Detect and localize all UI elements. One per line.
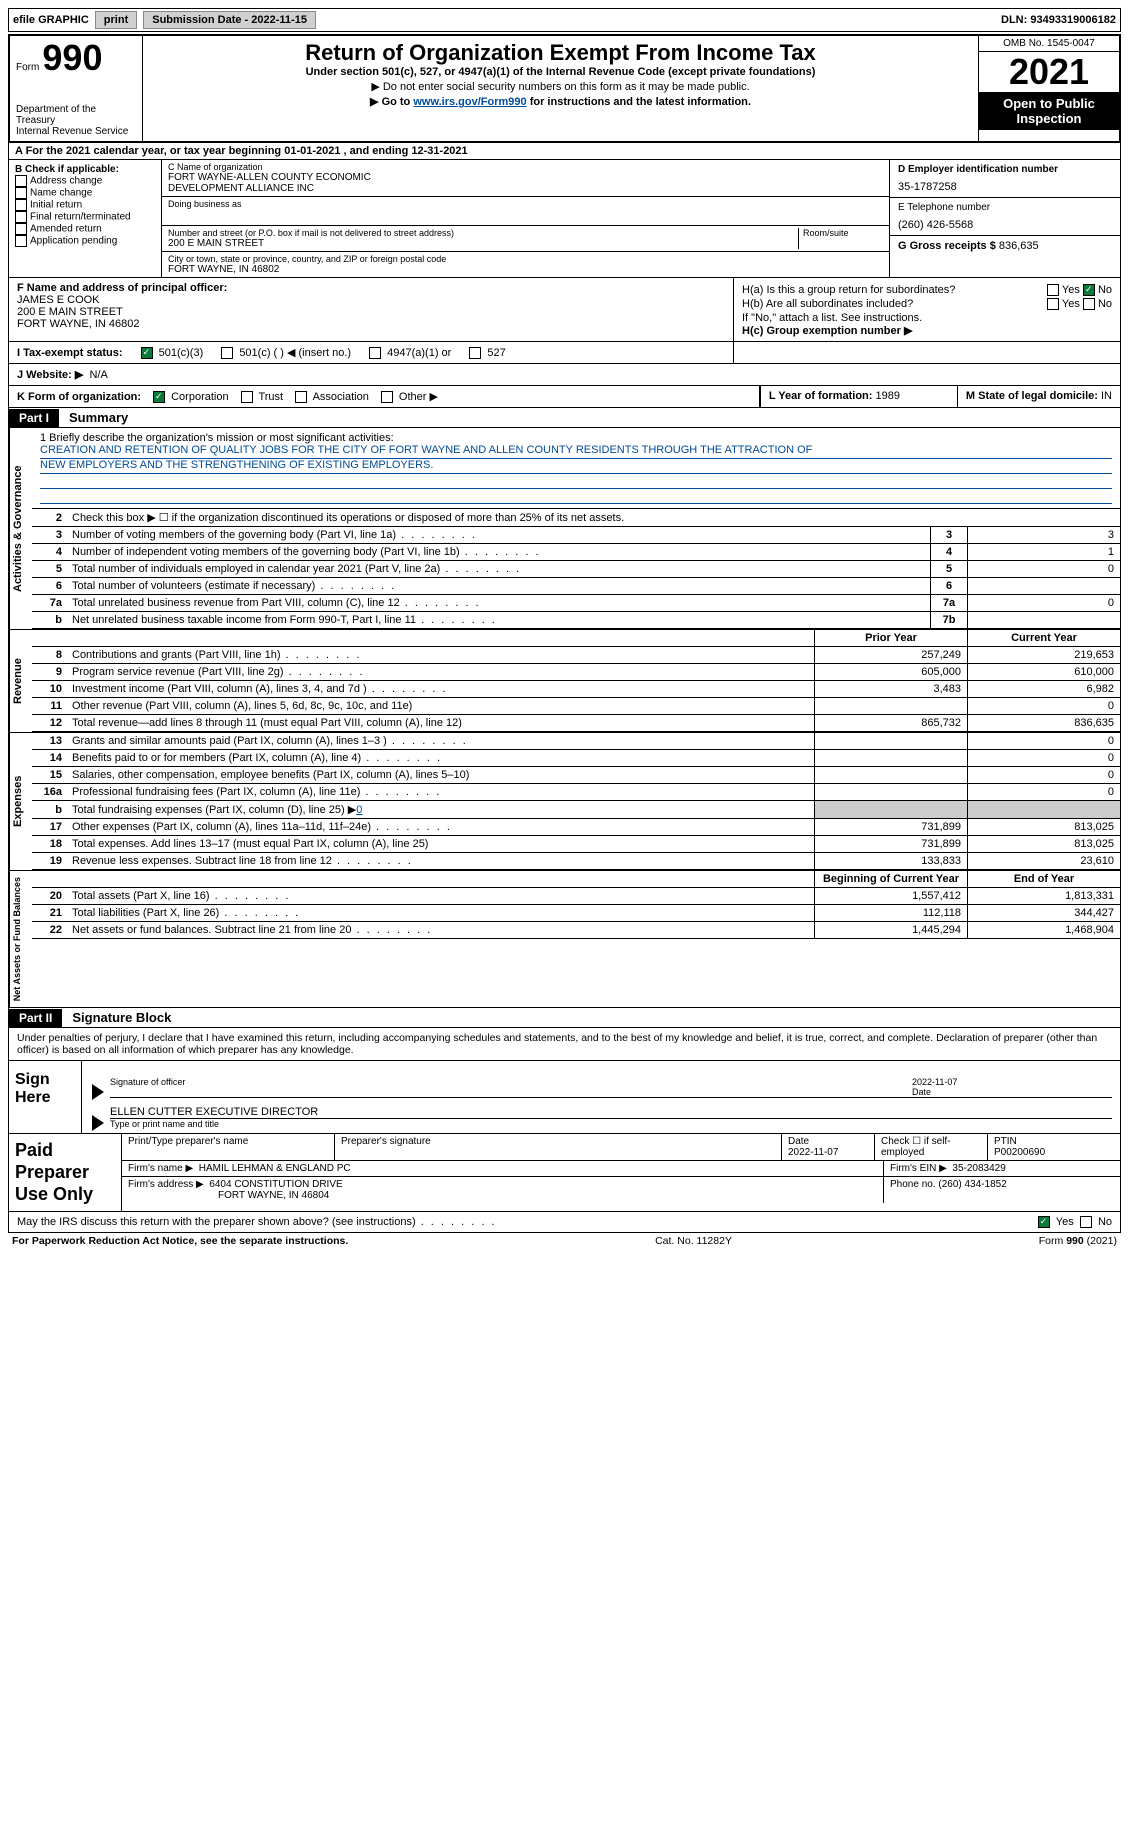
chk-other[interactable] xyxy=(381,391,393,403)
chk-527[interactable] xyxy=(469,347,481,359)
instructions-line: ▶ Go to www.irs.gov/Form990 for instruct… xyxy=(151,95,970,108)
discuss-row: May the IRS discuss this return with the… xyxy=(8,1212,1121,1233)
revenue-section: Revenue Prior YearCurrent Year 8Contribu… xyxy=(8,630,1121,733)
chk-4947[interactable] xyxy=(369,347,381,359)
dept-irs: Internal Revenue Service xyxy=(16,126,136,137)
chk-501c3[interactable] xyxy=(141,347,153,359)
ptin: P00200690 xyxy=(994,1147,1045,1158)
chk-corp[interactable] xyxy=(153,391,165,403)
officer-name-title: ELLEN CUTTER EXECUTIVE DIRECTOR xyxy=(110,1106,1112,1119)
phone: (260) 426-5568 xyxy=(898,219,1112,231)
website: N/A xyxy=(89,369,107,381)
submission-date-box: Submission Date - 2022-11-15 xyxy=(143,11,316,29)
chk-assoc[interactable] xyxy=(295,391,307,403)
col-de: D Employer identification number 35-1787… xyxy=(889,160,1120,277)
row-i-j: I Tax-exempt status: 501(c)(3) 501(c) ( … xyxy=(8,342,1121,364)
chk-ha-yes[interactable] xyxy=(1047,284,1059,296)
top-bar: efile GRAPHIC print Submission Date - 20… xyxy=(8,8,1121,32)
footer: For Paperwork Reduction Act Notice, see … xyxy=(8,1233,1121,1249)
chk-discuss-yes[interactable] xyxy=(1038,1216,1050,1228)
print-button[interactable]: print xyxy=(95,11,137,29)
dln: DLN: 93493319006182 xyxy=(1001,14,1116,26)
form-word: Form xyxy=(16,62,39,73)
tax-year: 2021 xyxy=(979,52,1119,92)
form-subtitle: Under section 501(c), 527, or 4947(a)(1)… xyxy=(151,66,970,78)
gross-receipts: 836,635 xyxy=(999,240,1039,252)
expenses-table: 13Grants and similar amounts paid (Part … xyxy=(32,733,1120,870)
chk-final-return[interactable]: Final return/terminated xyxy=(15,211,155,223)
chk-501c[interactable] xyxy=(221,347,233,359)
org-street: 200 E MAIN STREET xyxy=(168,238,798,249)
chk-amended-return[interactable]: Amended return xyxy=(15,223,155,235)
governance-table: 2Check this box ▶ ☐ if the organization … xyxy=(32,509,1120,629)
chk-address-change[interactable]: Address change xyxy=(15,175,155,187)
row-k: K Form of organization: Corporation Trus… xyxy=(8,386,760,408)
netassets-table: Beginning of Current YearEnd of Year 20T… xyxy=(32,871,1120,939)
chk-hb-no[interactable] xyxy=(1083,298,1095,310)
efile-label: efile GRAPHIC xyxy=(13,14,89,26)
section-bcde: B Check if applicable: Address change Na… xyxy=(8,160,1121,278)
chk-hb-yes[interactable] xyxy=(1047,298,1059,310)
form-title: Return of Organization Exempt From Incom… xyxy=(151,40,970,66)
col-h: H(a) Is this a group return for subordin… xyxy=(734,278,1120,341)
part1-header: Part I Summary xyxy=(8,408,1121,428)
section-fh: F Name and address of principal officer:… xyxy=(8,278,1121,342)
sign-here: Sign Here Signature of officer 2022-11-0… xyxy=(8,1061,1121,1134)
declaration-text: Under penalties of perjury, I declare th… xyxy=(8,1028,1121,1061)
row-a-period: A For the 2021 calendar year, or tax yea… xyxy=(8,143,1121,160)
chk-name-change[interactable]: Name change xyxy=(15,187,155,199)
org-name: FORT WAYNE-ALLEN COUNTY ECONOMIC xyxy=(168,172,883,183)
col-c: C Name of organization FORT WAYNE-ALLEN … xyxy=(162,160,889,277)
triangle-icon xyxy=(92,1084,104,1100)
row-j: J Website: ▶ N/A xyxy=(8,364,1121,386)
col-l: L Year of formation: 1989 xyxy=(761,386,958,408)
form-header: Form 990 Department of the Treasury Inte… xyxy=(8,34,1121,143)
mission-box: 1 Briefly describe the organization's mi… xyxy=(32,428,1120,509)
part2-header: Part II Signature Block xyxy=(8,1008,1121,1028)
chk-discuss-no[interactable] xyxy=(1080,1216,1092,1228)
org-city: FORT WAYNE, IN 46802 xyxy=(168,264,883,275)
paid-preparer: Paid Preparer Use Only Print/Type prepar… xyxy=(8,1134,1121,1212)
firm-name: HAMIL LEHMAN & ENGLAND PC xyxy=(199,1163,351,1174)
officer-name: JAMES E COOK xyxy=(17,294,725,306)
dept-treasury: Department of the Treasury xyxy=(16,104,136,126)
irs-link[interactable]: www.irs.gov/Form990 xyxy=(413,96,526,108)
open-inspection: Open to Public Inspection xyxy=(979,92,1119,130)
triangle-icon xyxy=(92,1115,104,1131)
chk-application-pending[interactable]: Application pending xyxy=(15,235,155,247)
netassets-section: Net Assets or Fund Balances Beginning of… xyxy=(8,871,1121,1008)
activities-section: Activities & Governance 1 Briefly descri… xyxy=(8,428,1121,630)
chk-trust[interactable] xyxy=(241,391,253,403)
privacy-notice: ▶ Do not enter social security numbers o… xyxy=(151,80,970,93)
omb-number: OMB No. 1545-0047 xyxy=(979,36,1119,52)
col-b: B Check if applicable: Address change Na… xyxy=(9,160,162,277)
chk-ha-no[interactable] xyxy=(1083,284,1095,296)
col-m: M State of legal domicile: IN xyxy=(958,386,1121,408)
revenue-table: Prior YearCurrent Year 8Contributions an… xyxy=(32,630,1120,732)
chk-initial-return[interactable]: Initial return xyxy=(15,199,155,211)
ein: 35-1787258 xyxy=(898,181,1112,193)
form-number: 990 xyxy=(42,37,102,78)
col-f: F Name and address of principal officer:… xyxy=(9,278,734,341)
expenses-section: Expenses 13Grants and similar amounts pa… xyxy=(8,733,1121,871)
